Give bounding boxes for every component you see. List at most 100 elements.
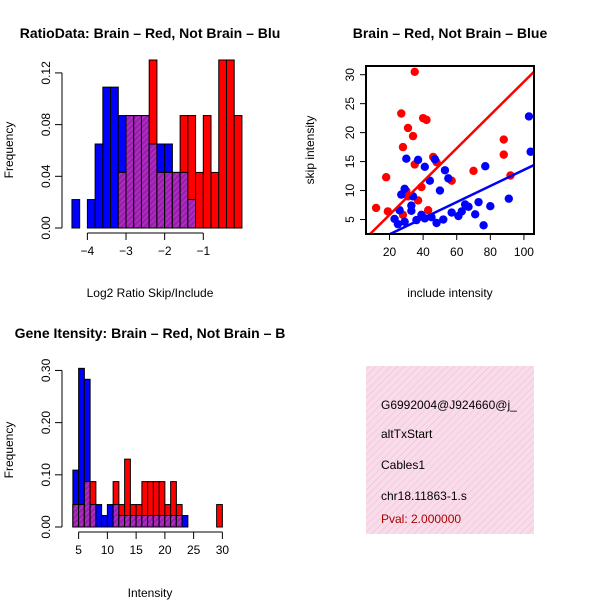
scatter-y-tick-label: 15 (343, 155, 357, 169)
ratio-x-axis-label: Log2 Ratio Skip/Include (87, 286, 214, 300)
intensity-x-tick-label: 5 (75, 543, 82, 557)
scatter-point-brain (469, 166, 478, 176)
scatter-y-tick-label: 20 (343, 126, 357, 140)
scatter-point-not-brain (393, 219, 403, 229)
intensity-y-tick-label: 0.00 (39, 515, 53, 539)
ratio-bar-overlap (156, 171, 166, 229)
ratio-bars (71, 59, 243, 229)
scatter-marks (368, 67, 534, 234)
info-box-panel: G6992004@J924660@j_ altTxStart Cables1 c… (366, 366, 534, 534)
ratio-bar-brain (195, 171, 204, 229)
scatter-point-brain (381, 173, 391, 182)
ratio-bar-not-brain (86, 199, 96, 229)
scatter-point-not-brain (432, 218, 441, 228)
ratio-y-tick-label: 0.12 (39, 61, 53, 85)
intensity-y-tick-label: 0.10 (39, 463, 53, 487)
intensity-bar-overlap (129, 515, 137, 528)
intensity-bar-overlap (135, 515, 143, 528)
intensity-bar-not-brain (106, 504, 114, 528)
ratio-bar-brain (233, 115, 243, 229)
intensity-x-tick-label: 15 (129, 543, 143, 557)
scatter-point-not-brain (474, 197, 483, 207)
ratio-histogram-panel: RatioData: Brain – Red, Not Brain – Blu … (2, 25, 280, 300)
intensity-bar-brain (216, 504, 223, 528)
ratio-chart-title: RatioData: Brain – Red, Not Brain – Blu (20, 25, 281, 41)
intensity-bar-not-brain (78, 367, 85, 528)
scatter-point-not-brain (486, 201, 495, 211)
intensity-bar-overlap (141, 515, 149, 528)
scatter-y-tick-label: 30 (343, 68, 357, 82)
scatter-point-not-brain (413, 155, 423, 165)
scatter-point-not-brain (400, 217, 409, 227)
ratio-bar-overlap (117, 171, 127, 229)
ratio-bar-overlap (171, 171, 181, 229)
scatter-point-not-brain (454, 211, 463, 221)
intensity-bar-overlap (164, 515, 172, 528)
intensity-bar-overlap (83, 481, 91, 528)
scatter-fit-line-not-brain (387, 163, 534, 234)
intensity-histogram-panel: Gene Itensity: Brain – Red, Not Brain – … (2, 325, 285, 600)
intensity-bar-not-brain (101, 515, 108, 528)
scatter-y-tick-label: 25 (343, 97, 357, 111)
intensity-bar-overlap (112, 504, 120, 528)
intensity-bar-overlap (78, 504, 85, 528)
ratio-bar-overlap (179, 171, 189, 229)
scatter-chart-title: Brain – Red, Not Brain – Blue (353, 25, 548, 41)
ratio-x-tick-label: −1 (196, 244, 210, 258)
ratio-bar-not-brain (102, 86, 112, 229)
scatter-point-not-brain (464, 202, 473, 211)
ratio-bar-not-brain (71, 199, 81, 229)
intensity-bar-not-brain (181, 515, 189, 528)
ratio-x-tick-label: −3 (119, 244, 133, 258)
scatter-point-not-brain (526, 147, 534, 156)
scatter-point-brain (499, 150, 508, 159)
intensity-chart-title: Gene Itensity: Brain – Red, Not Brain – … (15, 325, 286, 341)
scatter-point-not-brain (440, 166, 450, 175)
ratio-bar-overlap (140, 115, 150, 229)
ratio-bar-overlap (148, 143, 158, 229)
scatter-panel: Brain – Red, Not Brain – Blue include in… (303, 25, 547, 300)
scatter-point-not-brain (444, 174, 453, 183)
intensity-bar-overlap (118, 515, 126, 528)
ratio-bar-overlap (164, 171, 173, 229)
ratio-bar-not-brain (94, 143, 104, 229)
ratio-bar-brain (202, 115, 212, 229)
ratio-bar-brain (210, 171, 220, 229)
ratio-x-tick-label: −2 (158, 244, 172, 258)
intensity-x-tick-label: 20 (158, 543, 172, 557)
scatter-x-tick-label: 40 (416, 245, 430, 259)
scatter-point-brain (410, 67, 419, 76)
ratio-axes: −4 −3 −2 −1 0.00 0.04 0.08 0.12 (39, 61, 210, 258)
info-gene-name: Cables1 (381, 458, 425, 472)
scatter-point-brain (408, 131, 418, 141)
ratio-y-tick-label: 0.04 (39, 164, 53, 188)
scatter-point-brain (371, 203, 381, 213)
intensity-bars (72, 367, 223, 528)
intensity-x-tick-label: 10 (101, 543, 115, 557)
scatter-x-axis-label: include intensity (407, 286, 492, 300)
intensity-bar-overlap (152, 515, 160, 528)
ratio-bar-brain (225, 59, 235, 229)
ratio-y-axis-label: Frequency (2, 122, 16, 179)
scatter-point-not-brain (397, 190, 406, 199)
ratio-bar-overlap (187, 199, 197, 229)
scatter-point-not-brain (481, 162, 490, 171)
intensity-axes: 5 10 15 20 25 30 0.00 0.10 0.20 0.30 (39, 358, 229, 557)
scatter-fit-line-brain (368, 70, 534, 234)
scatter-point-not-brain (471, 210, 480, 219)
scatter-x-tick-label: 20 (383, 245, 397, 259)
intensity-bar-overlap (175, 515, 183, 528)
scatter-point-not-brain (420, 162, 429, 171)
intensity-bar-overlap (170, 515, 177, 528)
scatter-x-tick-label: 100 (514, 245, 534, 259)
scatter-point-not-brain (407, 201, 416, 210)
intensity-x-axis-label: Intensity (128, 586, 173, 600)
scatter-y-axis-label: skip intensity (303, 116, 317, 185)
ratio-bar-brain (218, 59, 227, 229)
scatter-point-not-brain (447, 208, 456, 217)
scatter-point-brain (403, 123, 413, 133)
scatter-point-not-brain (430, 155, 440, 164)
intensity-x-tick-label: 30 (216, 543, 230, 557)
